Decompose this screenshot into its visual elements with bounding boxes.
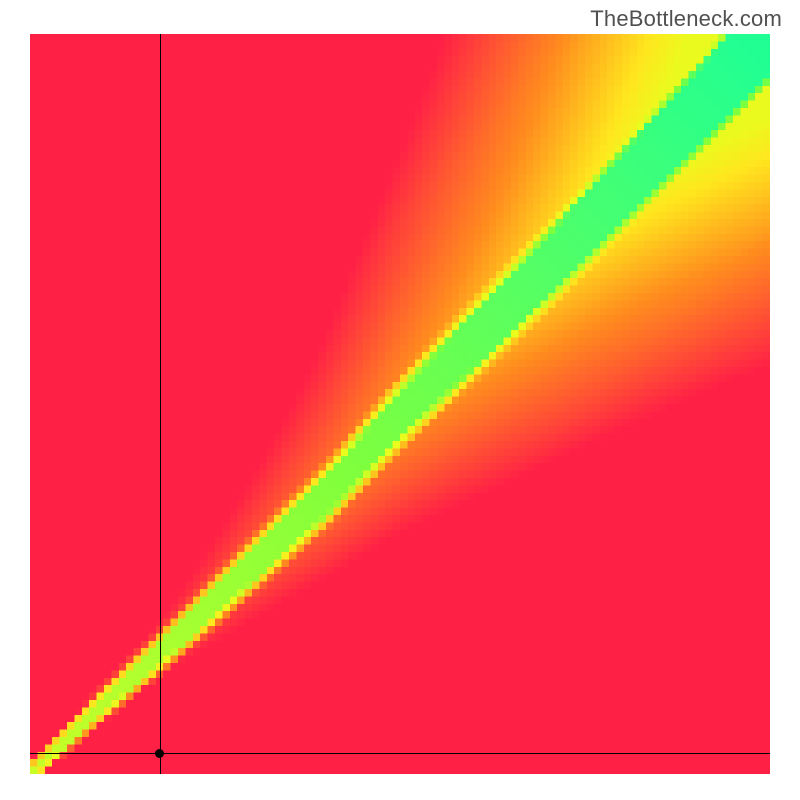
heatmap-plot — [30, 34, 770, 774]
heatmap-canvas — [30, 34, 770, 774]
crosshair-horizontal — [30, 753, 770, 754]
selection-marker — [155, 749, 164, 758]
watermark-text: TheBottleneck.com — [590, 6, 782, 32]
crosshair-vertical — [160, 34, 161, 774]
